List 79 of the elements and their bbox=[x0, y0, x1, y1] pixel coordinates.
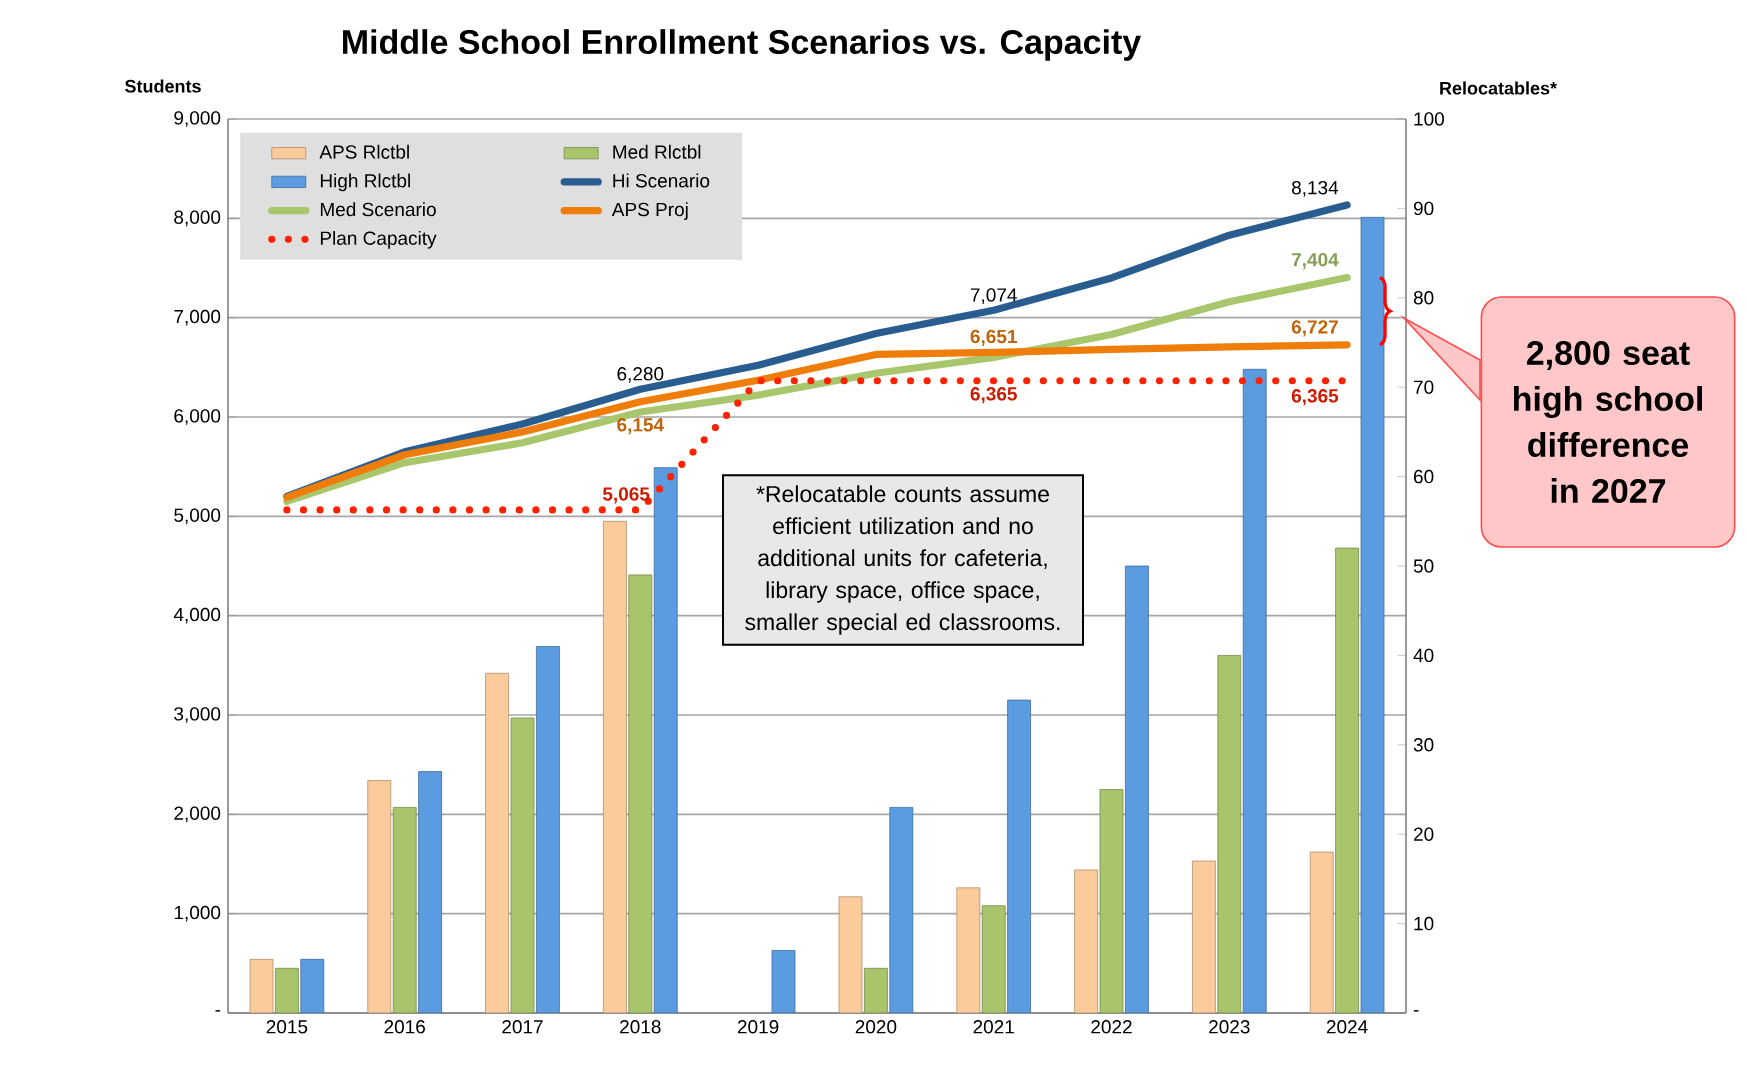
bar bbox=[1360, 216, 1385, 1013]
text: 2,800 seat high school difference in 2027 bbox=[1514, 340, 1702, 504]
x-tick-label: 2018 bbox=[620, 1020, 661, 1034]
bar bbox=[956, 887, 981, 1013]
data-label: 8,134 bbox=[1291, 180, 1339, 197]
data-label: 6,727 bbox=[1291, 320, 1338, 337]
data-label: 6,154 bbox=[617, 418, 664, 435]
x-tick-label: 2019 bbox=[737, 1020, 779, 1034]
y2-tick-label: 70 bbox=[1414, 380, 1434, 394]
bar bbox=[838, 896, 863, 1013]
y-axis-title: Students bbox=[125, 79, 201, 93]
bar bbox=[1309, 851, 1334, 1013]
bar bbox=[628, 574, 653, 1013]
legend-label: Med Rlctbl bbox=[613, 144, 701, 159]
x-tick-label: 2021 bbox=[973, 1020, 1014, 1034]
bar bbox=[1099, 789, 1124, 1013]
data-label: 7,404 bbox=[1291, 252, 1339, 270]
bar bbox=[603, 520, 627, 1013]
legend-label: Med Scenario bbox=[320, 202, 436, 217]
bar bbox=[864, 967, 888, 1013]
legend-label: APS Proj bbox=[611, 202, 688, 220]
y-tick-label: 1,000 bbox=[174, 905, 221, 922]
data-label: 6,280 bbox=[617, 367, 664, 383]
y2-tick-label: 90 bbox=[1413, 201, 1434, 216]
bar bbox=[418, 771, 442, 1013]
bar bbox=[653, 467, 678, 1013]
y2-axis-title: Relocatables* bbox=[1440, 81, 1558, 95]
y2-tick-label: 50 bbox=[1413, 559, 1434, 573]
legend-label: Hi Scenario bbox=[613, 173, 710, 188]
y-tick-label: 8,000 bbox=[174, 210, 221, 227]
annotation: *Relocatable counts assume efficient utilization and no additional units for cafeteria, library space, office space, smaller special ed classrooms. bbox=[745, 485, 1060, 635]
data-label: 6,365 bbox=[970, 387, 1017, 404]
y2-tick-label: 60 bbox=[1414, 469, 1434, 484]
y-tick-label: - bbox=[215, 1010, 221, 1012]
y2-tick-label: 20 bbox=[1414, 827, 1434, 841]
bar bbox=[1335, 547, 1359, 1013]
bar bbox=[1125, 565, 1149, 1013]
y2-tick-label: 80 bbox=[1413, 291, 1434, 305]
y2-tick-label: 40 bbox=[1413, 648, 1434, 663]
bar bbox=[275, 967, 299, 1013]
x-tick-label: 2016 bbox=[384, 1020, 425, 1034]
y2-tick-label: 10 bbox=[1414, 916, 1434, 931]
y-tick-label: 2,000 bbox=[174, 806, 221, 823]
x-tick-label: 2024 bbox=[1326, 1020, 1368, 1034]
x-tick-label: 2020 bbox=[855, 1020, 897, 1034]
data-label: 7,074 bbox=[970, 288, 1017, 304]
x-tick-label: 2015 bbox=[266, 1020, 308, 1034]
bar bbox=[981, 905, 1006, 1013]
legend-label: Plan Capacity bbox=[320, 230, 437, 249]
y2-tick-label: - bbox=[1413, 1010, 1419, 1012]
y2-tick-label: 30 bbox=[1413, 738, 1434, 752]
bar bbox=[1217, 655, 1242, 1013]
y-tick-label: 5,000 bbox=[174, 508, 221, 525]
x-tick-label: 2023 bbox=[1209, 1020, 1250, 1034]
y-tick-label: 3,000 bbox=[174, 707, 221, 723]
bar bbox=[1192, 860, 1216, 1013]
bar bbox=[485, 672, 509, 1013]
y-tick-label: 9,000 bbox=[174, 111, 221, 127]
x-tick-label: 2022 bbox=[1091, 1020, 1132, 1034]
data-label: 6,365 bbox=[1291, 389, 1339, 406]
bar bbox=[392, 806, 417, 1013]
x-tick-label: 2017 bbox=[502, 1020, 543, 1034]
bar bbox=[510, 717, 535, 1013]
data-label: 5,065 bbox=[602, 487, 650, 504]
y-tick-label: 4,000 bbox=[173, 607, 221, 624]
data-label: 6,651 bbox=[970, 329, 1017, 346]
y2-tick-label: 100 bbox=[1414, 112, 1444, 126]
bar bbox=[536, 646, 560, 1013]
y-tick-label: 6,000 bbox=[174, 409, 221, 425]
bar bbox=[367, 780, 392, 1013]
bar bbox=[889, 806, 914, 1013]
y-tick-label: 7,000 bbox=[174, 309, 221, 326]
bar bbox=[1242, 368, 1267, 1013]
legend-label: High Rlctbl bbox=[320, 173, 410, 192]
legend-label: APS Rlctbl bbox=[319, 144, 409, 159]
chart-title: Middle School Enrollment Scenarios vs. Capacity bbox=[343, 29, 1142, 61]
bar bbox=[300, 958, 325, 1013]
bar bbox=[1007, 699, 1031, 1013]
bar bbox=[1074, 869, 1098, 1013]
